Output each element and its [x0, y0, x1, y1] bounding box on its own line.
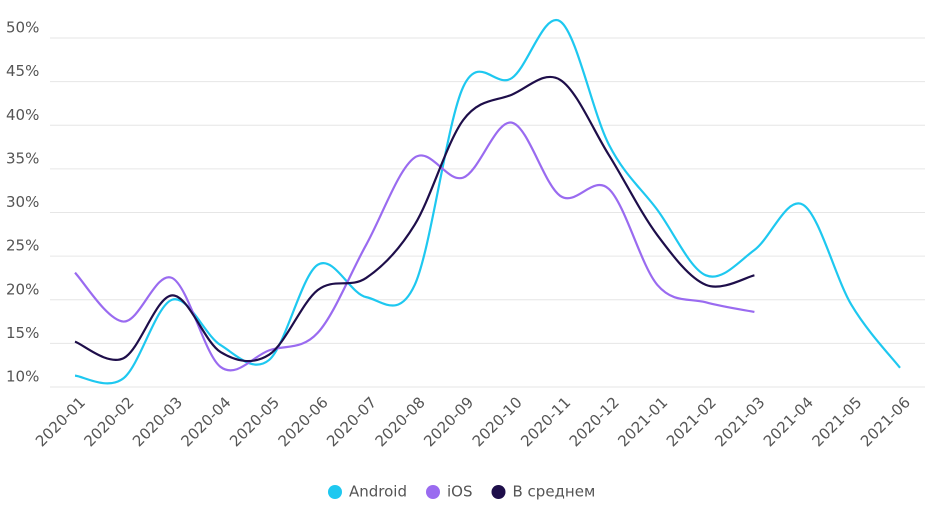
y-tick-label: 10%: [6, 368, 39, 386]
x-tick-label: 2020-11: [517, 393, 574, 450]
x-tick-label: 2020-02: [80, 393, 137, 450]
legend: Android iOS В среднем: [328, 483, 595, 501]
x-tick-label: 2020-08: [372, 393, 429, 450]
x-tick-label: 2020-10: [469, 393, 526, 450]
line-series: [74, 121, 755, 372]
x-tick-label: 2021-01: [614, 393, 671, 450]
x-tick-label: 2020-12: [566, 393, 623, 450]
line-series: [74, 75, 755, 363]
y-tick-label: 25%: [6, 237, 39, 255]
y-tick-label: 20%: [6, 280, 39, 298]
legend-marker: [328, 485, 342, 499]
legend-label: iOS: [447, 483, 473, 501]
x-tick-label: 2020-01: [32, 393, 89, 450]
y-tick-label: 45%: [6, 62, 39, 80]
y-tick-label: 30%: [6, 193, 39, 211]
x-tick-label: 2020-07: [323, 393, 380, 450]
y-tick-label: 35%: [6, 149, 39, 167]
x-tick-label: 2021-02: [663, 393, 720, 450]
legend-label: В среднем: [513, 483, 596, 501]
line-series: [74, 18, 901, 385]
y-tick-label: 40%: [6, 106, 39, 124]
x-tick-label: 2021-03: [711, 393, 768, 450]
y-tick-label: 15%: [6, 324, 39, 342]
x-tick-label: 2020-03: [129, 393, 186, 450]
x-tick-label: 2021-06: [857, 393, 914, 450]
x-tick-label: 2020-06: [275, 393, 332, 450]
x-tick-label: 2020-04: [178, 393, 235, 450]
y-tick-label: 50%: [6, 19, 39, 37]
legend-marker: [426, 485, 440, 499]
x-tick-label: 2021-05: [808, 393, 865, 450]
x-tick-label: 2020-05: [226, 393, 283, 450]
x-tick-label: 2021-04: [760, 393, 817, 450]
x-tick-label: 2020-09: [420, 393, 477, 450]
legend-marker: [491, 485, 506, 499]
legend-label: Android: [349, 483, 407, 501]
